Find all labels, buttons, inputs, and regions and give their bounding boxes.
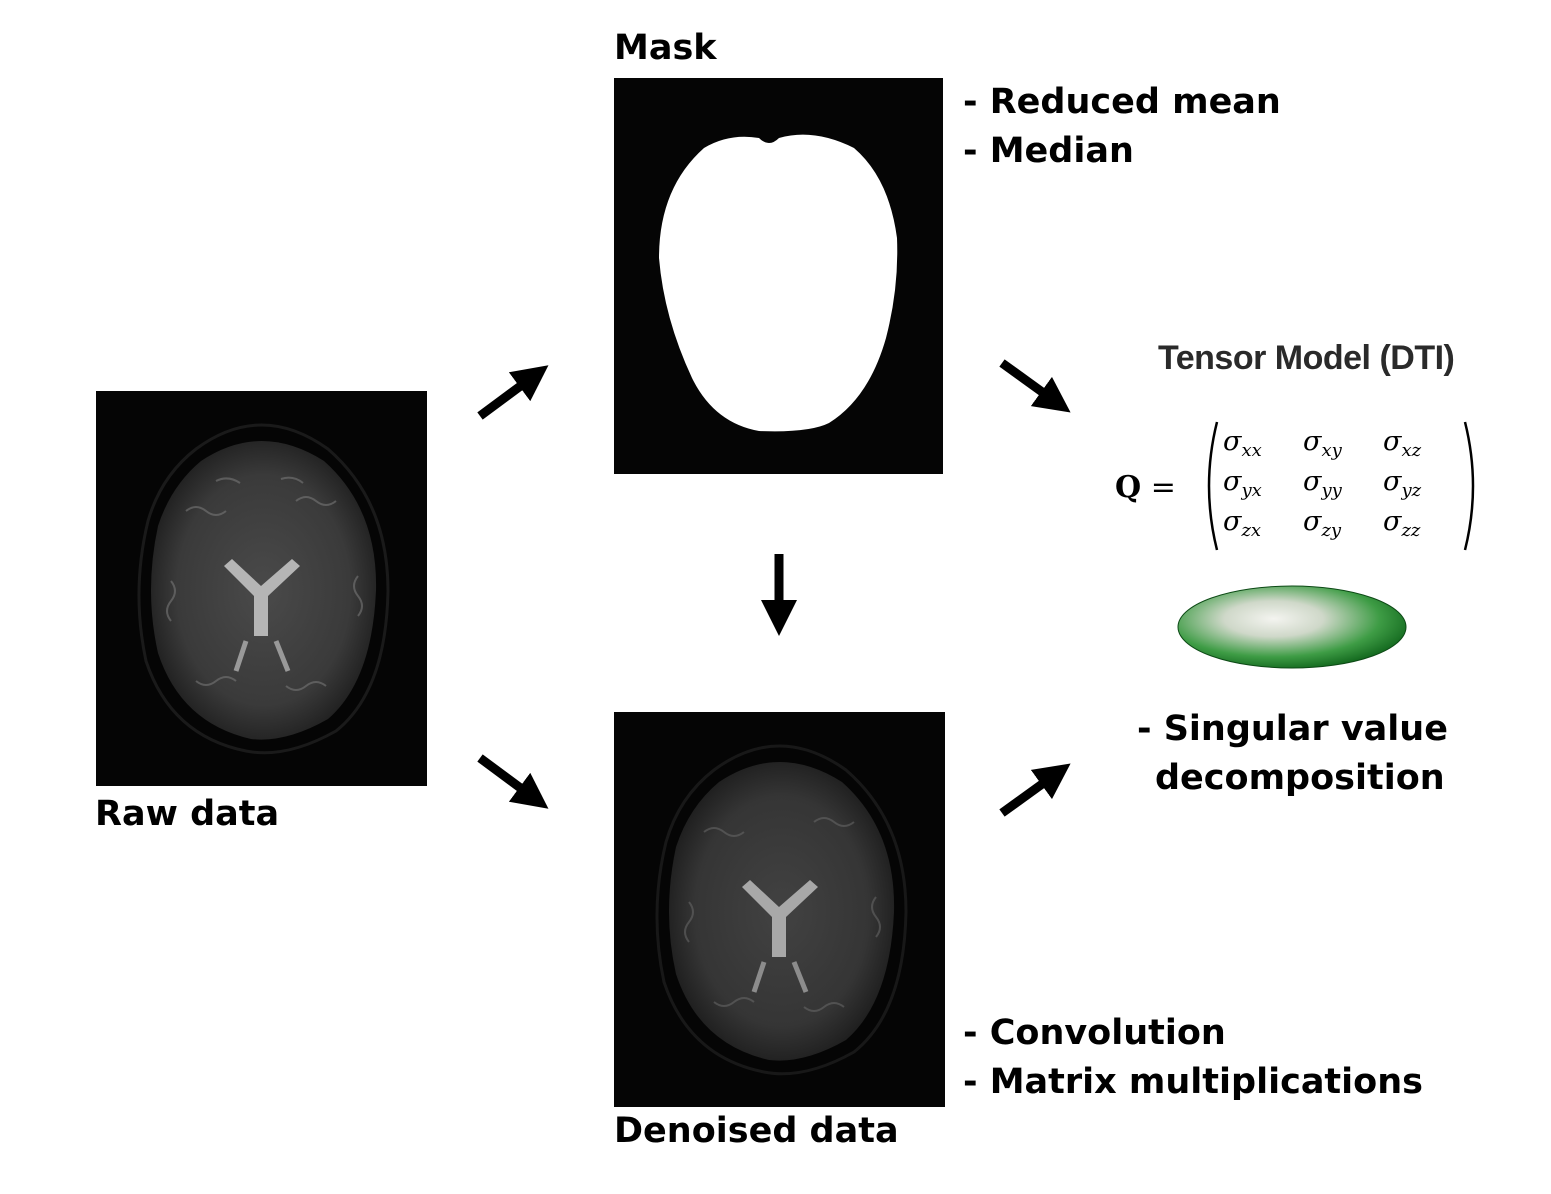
matrix-cell: σzy xyxy=(1303,506,1342,541)
arrow-raw-to-denoised xyxy=(477,754,549,809)
matrix-cell: σzx xyxy=(1223,506,1262,541)
denoise-method-item: - Convolution xyxy=(963,1013,1226,1053)
mask-method-item: - Median xyxy=(963,131,1134,171)
tensor-ellipsoid xyxy=(1177,585,1407,669)
mask-methods: - Reduced mean - Median xyxy=(963,78,1281,176)
tensor-model-title: Tensor Model (DTI) xyxy=(1158,339,1455,377)
left-paren xyxy=(1207,421,1219,551)
matrix-cell: σxx xyxy=(1223,426,1262,461)
tensor-equation: Q = σxx σxy σxz σyx σyy σyz σzx σzy σzz xyxy=(1115,420,1495,555)
matrix-cell: σxz xyxy=(1383,426,1422,461)
mask-image xyxy=(614,78,943,474)
equals-sign: = xyxy=(1150,470,1176,505)
arrow-mask-to-tensor xyxy=(999,359,1071,413)
svd-line-1: - Singular value xyxy=(1137,709,1448,749)
matrix-cell: σxy xyxy=(1303,426,1342,461)
arrow-denoised-to-tensor xyxy=(999,763,1071,817)
matrix-cell: σyy xyxy=(1303,466,1342,501)
denoised-data-label: Denoised data xyxy=(614,1111,899,1151)
matrix-cell: σyx xyxy=(1223,466,1262,501)
mask-label: Mask xyxy=(614,28,717,68)
equation-lhs: Q = xyxy=(1115,470,1176,505)
q-symbol: Q xyxy=(1115,470,1142,505)
arrow-raw-to-mask xyxy=(477,365,549,420)
matrix-cell: σzz xyxy=(1383,506,1421,541)
svd-text: - Singular value decomposition xyxy=(1137,705,1448,803)
raw-data-image xyxy=(96,391,427,786)
denoised-data-image xyxy=(614,712,945,1107)
matrix-cell: σyz xyxy=(1383,466,1422,501)
denoise-methods: - Convolution - Matrix multiplications xyxy=(963,1009,1423,1107)
mask-method-item: - Reduced mean xyxy=(963,82,1281,122)
denoise-method-item: - Matrix multiplications xyxy=(963,1062,1423,1102)
raw-data-label: Raw data xyxy=(95,794,280,834)
right-paren xyxy=(1463,421,1475,551)
covariance-matrix: σxx σxy σxz σyx σyy σyz σzx σzy σzz xyxy=(1223,426,1463,546)
svd-line-2: decomposition xyxy=(1155,758,1445,798)
